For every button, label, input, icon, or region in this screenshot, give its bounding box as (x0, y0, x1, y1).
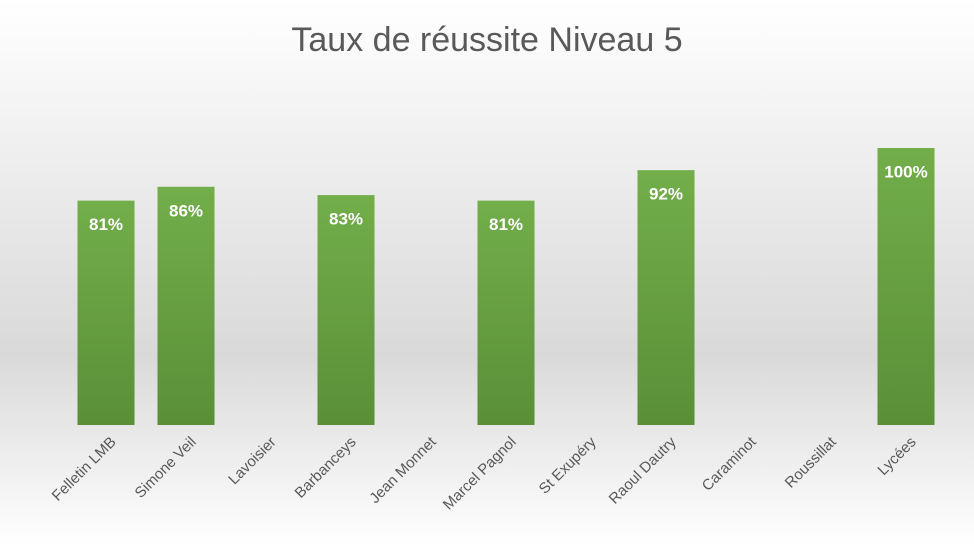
bar (157, 186, 215, 425)
value-label: 81% (489, 215, 523, 234)
value-label: 83% (329, 210, 363, 229)
bar (477, 200, 535, 425)
value-label: 92% (649, 185, 683, 204)
bar (877, 148, 935, 425)
bar (317, 195, 375, 425)
value-label: 81% (89, 215, 123, 234)
value-label: 100% (884, 162, 927, 181)
chart-title: Taux de réussite Niveau 5 (291, 21, 682, 59)
bar (77, 200, 135, 425)
value-label: 86% (169, 201, 203, 220)
bar (637, 170, 695, 425)
